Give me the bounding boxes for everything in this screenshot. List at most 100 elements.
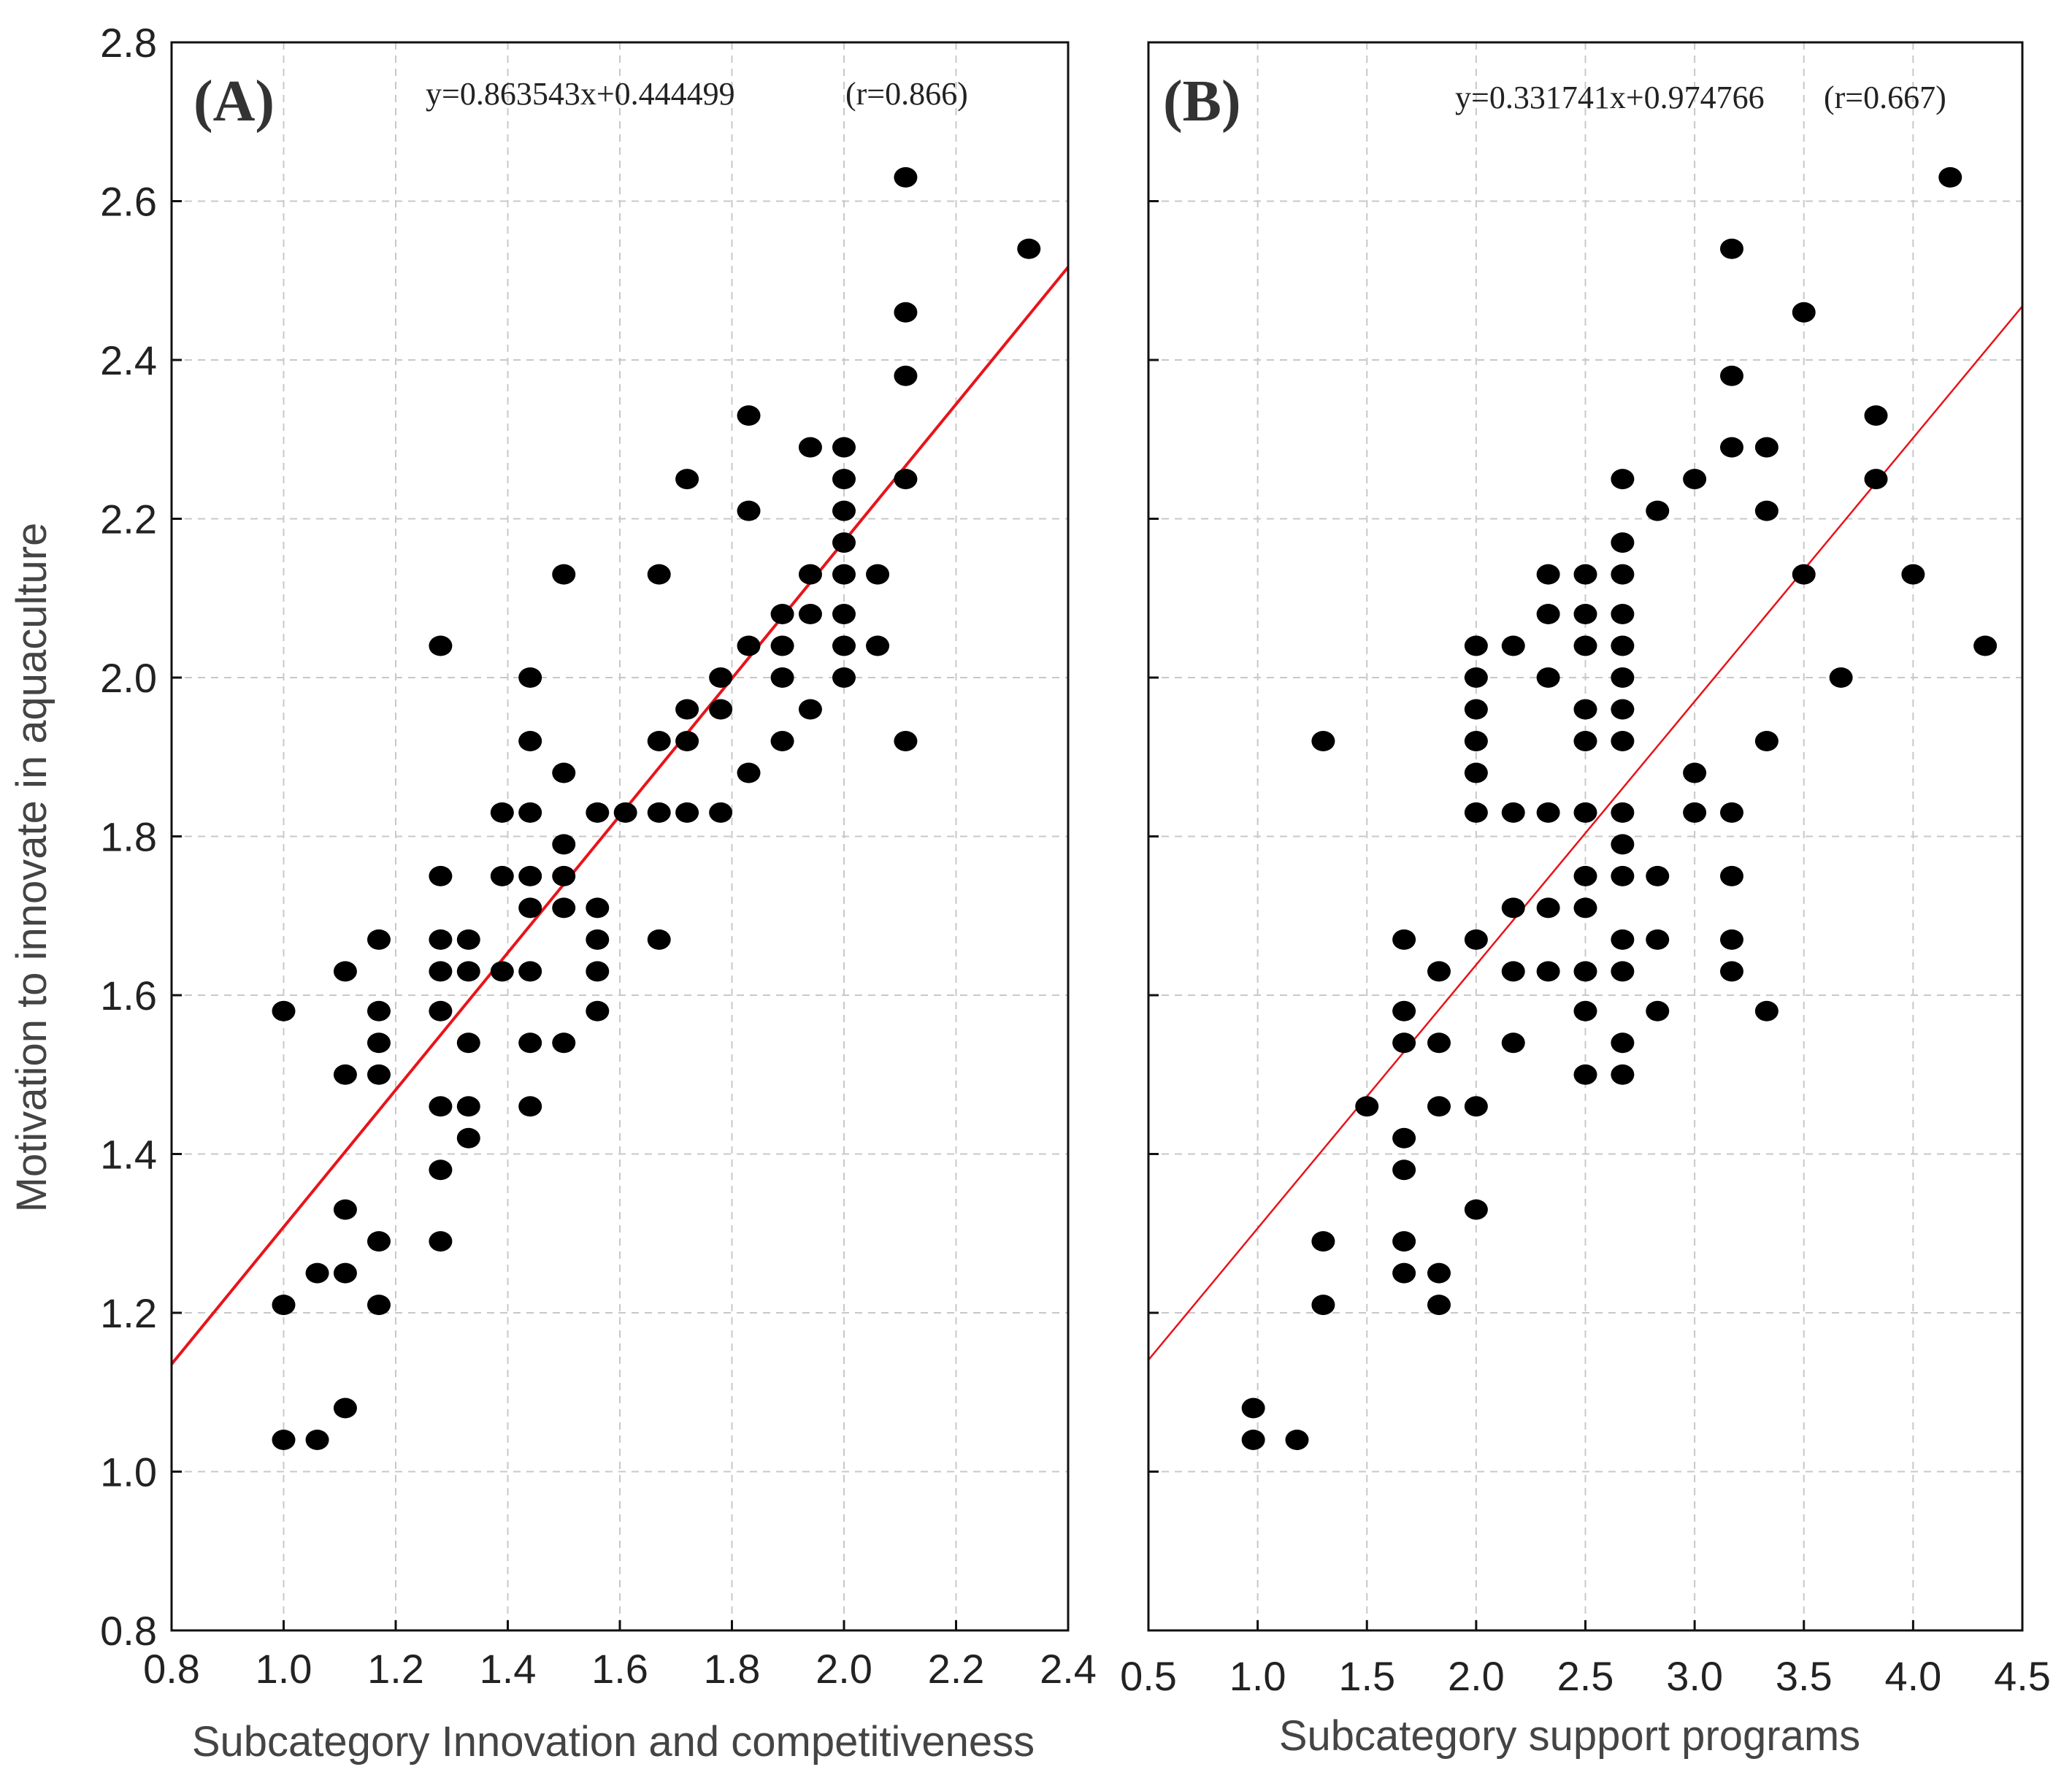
panel-b-x-tick-label: 3.0 xyxy=(1666,1653,1723,1699)
panel-a-data-point xyxy=(1017,238,1041,259)
panel-b-data-point xyxy=(1464,1199,1488,1220)
panel-a-data-point xyxy=(552,564,576,585)
panel-a-data-point xyxy=(552,762,576,783)
panel-a-data-point xyxy=(518,865,542,886)
panel-b-data-point xyxy=(1719,437,1743,458)
panel-b-data-point xyxy=(1464,1096,1488,1117)
panel-a-data-point xyxy=(832,635,856,656)
panel-b-data-point xyxy=(1646,1000,1670,1021)
panel-b-data-point xyxy=(1646,865,1670,886)
panel-b-data-point xyxy=(1792,302,1816,323)
panel-b-data-point xyxy=(1611,1064,1635,1085)
panel-a-data-point xyxy=(333,1398,357,1419)
panel-b-x-axis-label: Subcategory support programs xyxy=(1279,1712,1860,1760)
panel-b-data-point xyxy=(1427,1096,1451,1117)
panel-b-data-point xyxy=(1392,1000,1416,1021)
panel-b-x-tick-label: 0.5 xyxy=(1120,1653,1177,1699)
panel-a-data-point xyxy=(429,929,453,950)
panel-b-data-point xyxy=(1792,564,1816,585)
panel-a-data-point xyxy=(272,1295,296,1316)
panel-a-r-value: (r=0.866) xyxy=(845,76,968,112)
panel-a-y-tick-label: 0.8 xyxy=(100,1608,157,1654)
panel-b-data-point xyxy=(1573,635,1597,656)
panel-b-data-point xyxy=(1754,731,1779,751)
panel-a-data-point xyxy=(770,635,794,656)
panel-b-data-point xyxy=(1427,1295,1451,1316)
panel-b-chart: 0.5 1.0 1.5 2.0 2.5 3.0 3.5 4.0 4.5 (B) y=0.3317… xyxy=(1120,41,2051,1760)
panel-b-data-point xyxy=(1311,731,1335,751)
panel-b-data-point xyxy=(1719,365,1743,386)
panel-b-data-point xyxy=(1754,500,1779,521)
panel-a-data-point xyxy=(429,961,453,982)
panel-b-data-point xyxy=(1864,469,1888,490)
panel-b-data-point xyxy=(1392,1127,1416,1149)
panel-a-data-point xyxy=(518,731,542,751)
panel-b-data-point xyxy=(1646,929,1670,950)
panel-b-data-point xyxy=(1464,635,1488,656)
panel-a-data-point xyxy=(456,1096,480,1117)
panel-b-data-point xyxy=(1754,1000,1779,1021)
panel-a-data-point xyxy=(333,1199,357,1220)
panel-a-data-point xyxy=(894,365,918,386)
panel-a-data-point xyxy=(429,865,453,886)
panel-a-data-point xyxy=(832,532,856,553)
panel-b-data-point xyxy=(1501,1032,1525,1054)
panel-a-x-tick-label: 2.0 xyxy=(816,1646,872,1692)
panel-a-data-point xyxy=(272,1000,296,1021)
panel-b-data-point xyxy=(1241,1430,1265,1450)
panel-b-equation: y=0.331741x+0.974766 xyxy=(1455,80,1765,115)
panel-a-data-point xyxy=(832,667,856,688)
panel-b-data-point xyxy=(1683,469,1707,490)
panel-a-data-point xyxy=(518,897,542,919)
panel-b-data-point xyxy=(1464,699,1488,720)
panel-b-data-point xyxy=(1829,667,1853,688)
panel-a-ticks: 0.8 1.0 1.2 1.4 1.6 1.8 2.0 2.2 2.4 0.8 1.0 1.2 1.4 1… xyxy=(100,20,1097,1692)
panel-b-data-point xyxy=(1573,564,1597,585)
panel-a-data-point xyxy=(586,929,610,950)
panel-a-data-point xyxy=(333,1262,357,1284)
panel-a-data-point xyxy=(770,667,794,688)
panel-a-data-point xyxy=(647,929,671,950)
panel-a-x-tick-label: 1.2 xyxy=(367,1646,424,1692)
panel-b-data-point xyxy=(1719,929,1743,950)
panel-b-data-point xyxy=(1573,604,1597,624)
panel-b-x-tick-label: 2.0 xyxy=(1448,1653,1505,1699)
panel-b-data-point xyxy=(1536,604,1560,624)
panel-a-data-point xyxy=(675,699,699,720)
panel-a-data-point xyxy=(613,802,637,823)
panel-a-data-point xyxy=(490,802,514,823)
panel-b-data-point xyxy=(1501,802,1525,823)
panel-a-data-point xyxy=(894,731,918,751)
panel-b-data-point xyxy=(1611,635,1635,656)
panel-b-data-point xyxy=(1573,699,1597,720)
panel-b-data-point xyxy=(1501,635,1525,656)
panel-a-data-point xyxy=(272,1430,296,1450)
panel-b-data-point xyxy=(1392,1231,1416,1252)
panel-a-data-point xyxy=(333,1064,357,1085)
panel-a-data-point xyxy=(894,302,918,323)
panel-a-y-tick-label: 2.8 xyxy=(100,20,157,66)
panel-b-data-point xyxy=(1536,897,1560,919)
panel-a-data-point xyxy=(675,802,699,823)
panel-a-data-point xyxy=(367,1295,391,1316)
panel-b-data-point xyxy=(1611,929,1635,950)
panel-a-data-point xyxy=(456,961,480,982)
panel-a-x-tick-label: 0.8 xyxy=(143,1646,200,1692)
panel-b-data-point xyxy=(1611,604,1635,624)
panel-a-data-point xyxy=(832,564,856,585)
panel-b-data-point xyxy=(1536,564,1560,585)
panel-b-data-point xyxy=(1611,1032,1635,1054)
panel-b-data-point xyxy=(1719,238,1743,259)
panel-b-data-point xyxy=(1464,762,1488,783)
panel-b-data-point xyxy=(1427,1032,1451,1054)
panel-a-data-point xyxy=(894,469,918,490)
panel-b-label: (B) xyxy=(1163,69,1241,134)
panel-b-data-point xyxy=(1501,961,1525,982)
panel-a-grid xyxy=(172,42,1068,1630)
panel-a-data-point xyxy=(518,1032,542,1054)
panel-b-data-point xyxy=(1464,731,1488,751)
panel-b-data-point xyxy=(1573,865,1597,886)
panel-a-data-point xyxy=(518,667,542,688)
panel-b-x-tick-label: 2.5 xyxy=(1557,1653,1614,1699)
panel-a-data-point xyxy=(798,437,822,458)
